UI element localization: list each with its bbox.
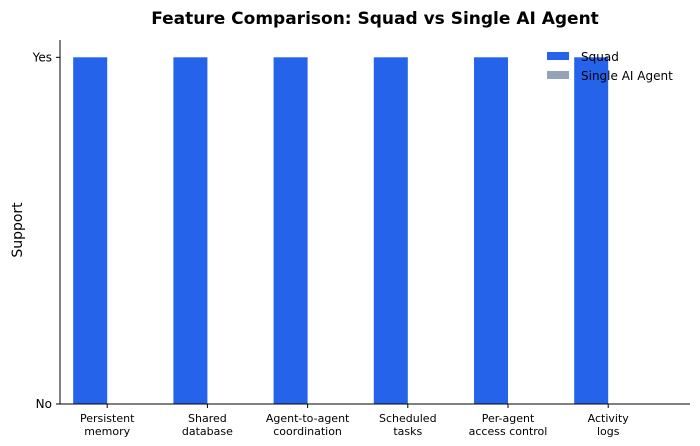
y-tick-label-yes: Yes (32, 50, 52, 64)
x-tick-label-2: Shared database (182, 412, 233, 438)
bar-squad-1 (73, 57, 108, 405)
y-axis-label: Support (10, 202, 26, 258)
x-tick-label-4: Scheduled tasks (379, 412, 437, 438)
bar-squad-3 (273, 57, 308, 405)
bar-squad-2 (173, 57, 208, 405)
plot-area: No Yes Persistent memory Shared database Agent… (32, 40, 690, 438)
legend: Squad Single AI Agent (547, 50, 673, 83)
legend-swatch-squad (547, 52, 569, 60)
legend-label-single-ai-agent: Single AI Agent (581, 69, 673, 83)
bar-squad-4 (373, 57, 408, 405)
chart-title: Feature Comparison: Squad vs Single AI A… (151, 9, 599, 29)
x-tick-label-1: Persistent memory (80, 412, 135, 438)
legend-label-squad: Squad (581, 50, 619, 64)
x-tick-label-6: Activity logs (588, 412, 630, 438)
legend-swatch-single-ai-agent (547, 71, 569, 79)
bar-squad-5 (474, 57, 508, 405)
x-tick-label-5: Per-agent access control (469, 412, 548, 438)
x-tick-label-3: Agent-to-agent coordination (266, 412, 350, 438)
y-tick-label-no: No (36, 397, 52, 411)
bar-squad-6 (574, 57, 609, 405)
